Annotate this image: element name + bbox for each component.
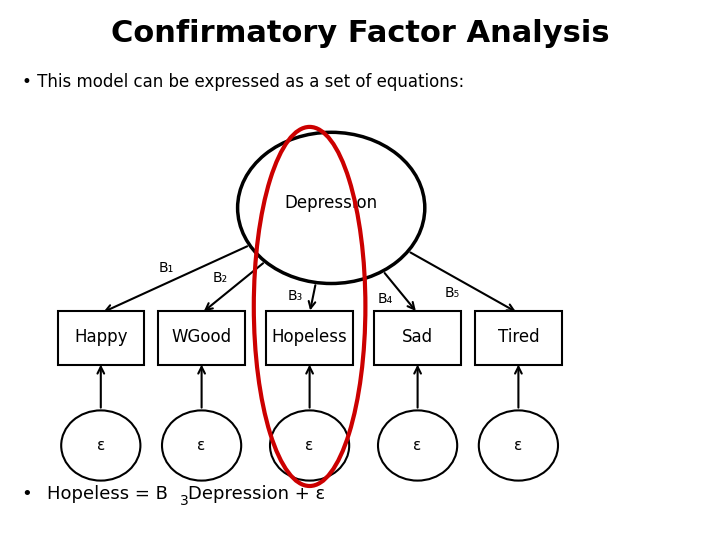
- Text: Tired: Tired: [498, 328, 539, 347]
- Text: Depression: Depression: [284, 193, 378, 212]
- Ellipse shape: [162, 410, 241, 481]
- Text: B₃: B₃: [287, 289, 302, 303]
- Text: ε: ε: [413, 438, 422, 453]
- Text: •: •: [22, 485, 32, 503]
- Text: 3: 3: [180, 494, 189, 508]
- Text: Hopeless: Hopeless: [271, 328, 348, 347]
- Text: Sad: Sad: [402, 328, 433, 347]
- Text: Depression + ε: Depression + ε: [188, 485, 325, 503]
- Ellipse shape: [479, 410, 558, 481]
- Ellipse shape: [378, 410, 457, 481]
- Text: Confirmatory Factor Analysis: Confirmatory Factor Analysis: [111, 19, 609, 48]
- Text: Hopeless = B: Hopeless = B: [47, 485, 168, 503]
- Text: B₄: B₄: [377, 292, 392, 306]
- FancyBboxPatch shape: [475, 310, 562, 365]
- Text: ε: ε: [96, 438, 105, 453]
- Text: ε: ε: [305, 438, 314, 453]
- Text: • This model can be expressed as a set of equations:: • This model can be expressed as a set o…: [22, 73, 464, 91]
- Text: B₂: B₂: [212, 271, 228, 285]
- Ellipse shape: [61, 410, 140, 481]
- Text: ε: ε: [514, 438, 523, 453]
- FancyBboxPatch shape: [374, 310, 461, 365]
- FancyBboxPatch shape: [58, 310, 144, 365]
- Text: WGood: WGood: [171, 328, 232, 347]
- FancyBboxPatch shape: [158, 310, 245, 365]
- Ellipse shape: [270, 410, 349, 481]
- Text: B₁: B₁: [158, 261, 174, 275]
- FancyBboxPatch shape: [266, 310, 353, 365]
- Text: ε: ε: [197, 438, 206, 453]
- Text: Happy: Happy: [74, 328, 127, 347]
- Text: B₅: B₅: [445, 286, 460, 300]
